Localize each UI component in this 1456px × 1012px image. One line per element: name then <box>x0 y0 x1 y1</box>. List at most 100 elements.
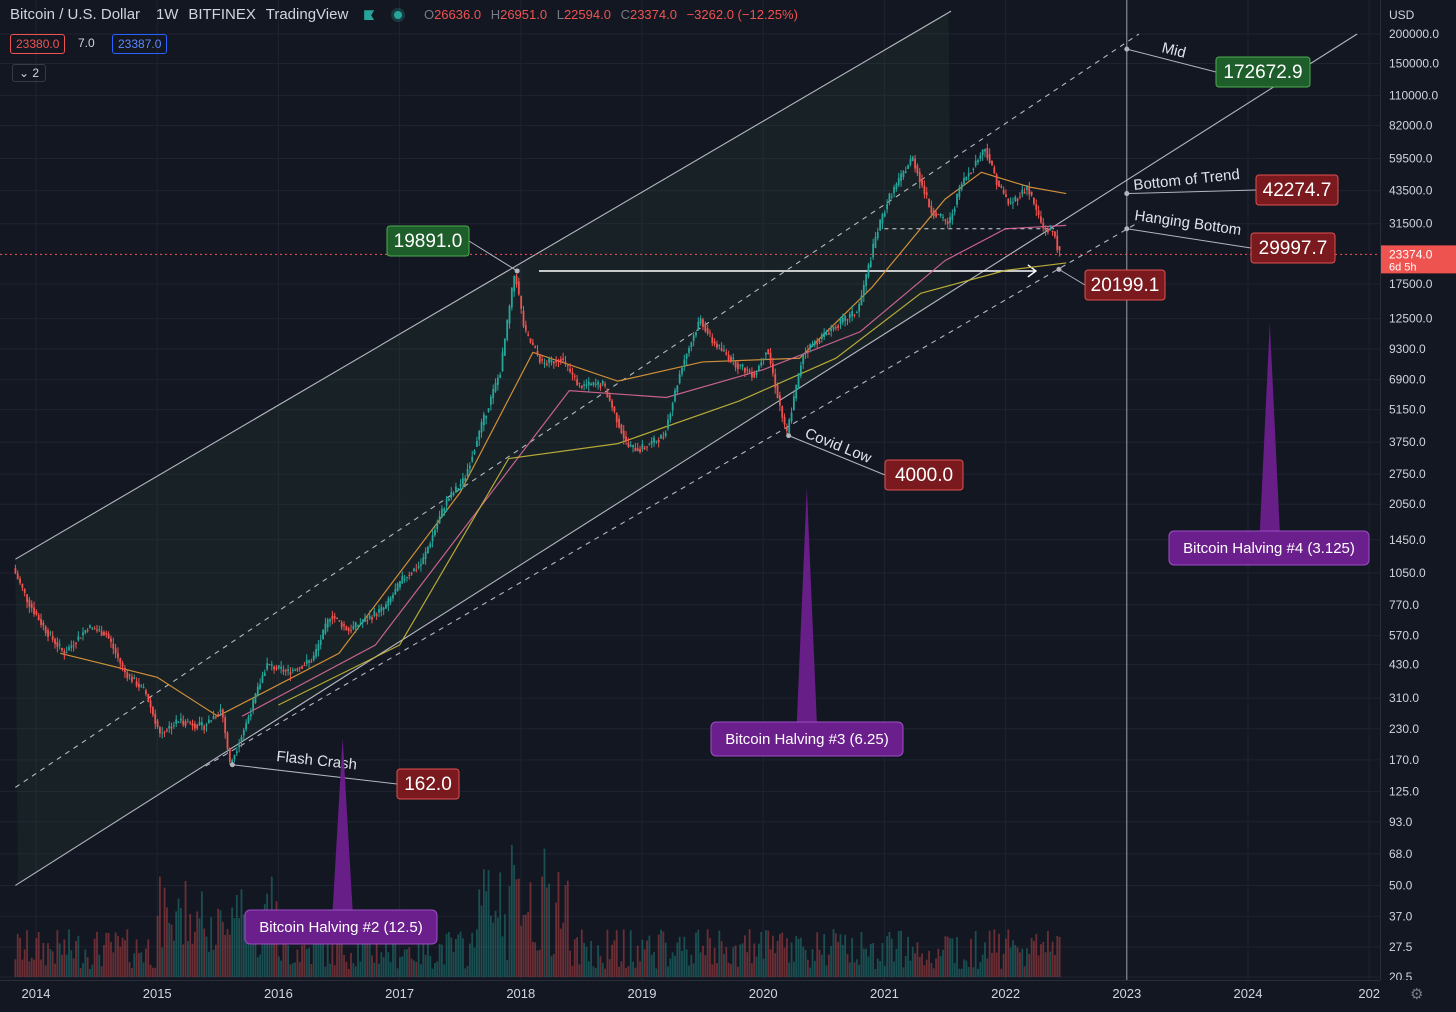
volume-bar <box>207 951 210 977</box>
candle-body <box>725 352 728 355</box>
current-price-value: 23374.0 <box>1389 247 1433 261</box>
volume-bar <box>818 949 821 977</box>
candle-body <box>364 617 366 622</box>
currency-selector[interactable]: USD <box>1389 8 1415 22</box>
volume-bar <box>468 943 471 977</box>
candle-body <box>806 350 809 353</box>
annotation-anchor <box>514 268 520 274</box>
volume-bar <box>627 966 630 977</box>
volume-bar <box>578 964 581 977</box>
interval[interactable]: 1W <box>155 6 179 23</box>
volume-bar <box>110 941 112 977</box>
volume-bar <box>282 936 285 977</box>
volume-bar <box>559 928 562 977</box>
candle-body <box>597 381 599 385</box>
candle-body <box>534 346 537 349</box>
candle-body <box>818 340 821 343</box>
candle-body <box>161 732 164 734</box>
candle-body <box>515 275 518 285</box>
candle-body <box>231 760 234 764</box>
volume-bar <box>970 938 972 977</box>
sell-price-button[interactable]: 23380.0 <box>10 34 66 54</box>
volume-bar <box>531 941 534 977</box>
volume-bar <box>343 954 345 977</box>
candle-body <box>601 380 604 385</box>
buy-price-button[interactable]: 23387.0 <box>112 34 168 54</box>
candle-body <box>103 632 105 636</box>
open-label: O <box>423 7 435 22</box>
volume-bar <box>583 942 586 977</box>
candle-body <box>310 661 313 663</box>
symbol-name[interactable]: Bitcoin / U.S. Dollar <box>10 6 141 23</box>
volume-bar <box>809 967 812 977</box>
volume-bar <box>133 953 136 977</box>
volume-bar <box>212 949 215 977</box>
volume-bar <box>816 932 819 977</box>
volume-bar <box>1028 953 1031 977</box>
indicators-toggle[interactable]: ⌄ 2 <box>12 64 47 82</box>
volume-bar <box>347 968 350 977</box>
volume-bar <box>802 946 805 977</box>
candle-body <box>730 356 732 362</box>
candle-body <box>557 359 560 363</box>
candle-body <box>751 372 753 378</box>
candle-body <box>408 575 411 577</box>
candle-body <box>571 372 574 375</box>
volume-bar <box>702 945 704 977</box>
candle-body <box>657 439 660 443</box>
candle-body <box>345 626 348 630</box>
volume-bar <box>788 962 791 977</box>
volume-bar <box>506 960 509 977</box>
candle-body <box>263 672 266 676</box>
candle-body <box>767 349 770 355</box>
volume-bar <box>709 938 711 977</box>
volume-bar <box>660 929 662 977</box>
volume-bar <box>249 944 252 977</box>
volume-bar <box>639 961 641 977</box>
candle-body <box>536 350 539 355</box>
volume-bar <box>967 966 970 977</box>
volume-bar <box>769 949 772 977</box>
volume-bar <box>1030 937 1033 977</box>
candle-body <box>685 354 688 359</box>
candle-body <box>177 721 180 723</box>
candle-body <box>676 385 679 393</box>
time-tick-label: 2018 <box>506 986 535 1001</box>
candle-body <box>170 726 173 729</box>
volume-bar <box>930 962 933 977</box>
candle-body <box>205 724 208 726</box>
candle-body <box>832 326 835 330</box>
volume-bar <box>331 936 334 977</box>
candle-body <box>681 367 683 374</box>
data-source: TradingView <box>265 6 349 23</box>
volume-bar <box>611 944 613 977</box>
volume-bar <box>888 931 891 977</box>
volume-bar <box>636 945 639 977</box>
volume-bar <box>91 964 94 977</box>
volume-bar <box>310 964 313 977</box>
candle-body <box>853 314 856 316</box>
current-price-tag <box>1381 245 1456 274</box>
volume-bar <box>268 925 271 977</box>
volume-bar <box>778 934 781 977</box>
volume-bar <box>662 931 665 977</box>
candle-body <box>26 594 28 603</box>
price-axis[interactable]: 200000.0 150000.0 110000.0 82000.0 59500.0 43… <box>1380 0 1456 984</box>
candle-body <box>396 583 399 591</box>
flag-icon[interactable] <box>364 10 375 21</box>
volume-bar <box>895 948 898 977</box>
price-label-box <box>1255 174 1339 206</box>
volume-bar <box>126 929 129 977</box>
volume-bar <box>529 882 532 977</box>
volume-bar <box>876 958 879 977</box>
candle-body <box>783 416 786 425</box>
time-axis[interactable]: 2014 2015 2016 2017 2018 2019 2020 2021 2022 2023… <box>0 980 1380 1007</box>
candle-body <box>1021 189 1024 195</box>
gear-icon[interactable]: ⚙ <box>1410 986 1424 1003</box>
candle-body <box>508 306 511 324</box>
candle-body <box>392 594 394 599</box>
candle-body <box>294 669 296 671</box>
volume-bar <box>165 907 168 977</box>
volume-bar <box>615 930 618 977</box>
